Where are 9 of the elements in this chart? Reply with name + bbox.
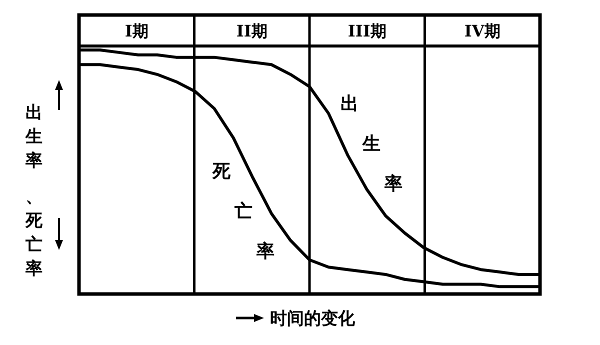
- text: 死亡率: [212, 160, 274, 262]
- text: 出生率、: [26, 103, 42, 207]
- x-axis-title: 时间的变化: [270, 309, 356, 329]
- legend-label: 死亡率: [24, 211, 44, 279]
- series-label: 出生率: [340, 93, 403, 194]
- text: II期: [236, 22, 268, 40]
- text: I期: [124, 22, 148, 40]
- text: III期: [348, 22, 386, 40]
- text: IV期: [464, 22, 500, 40]
